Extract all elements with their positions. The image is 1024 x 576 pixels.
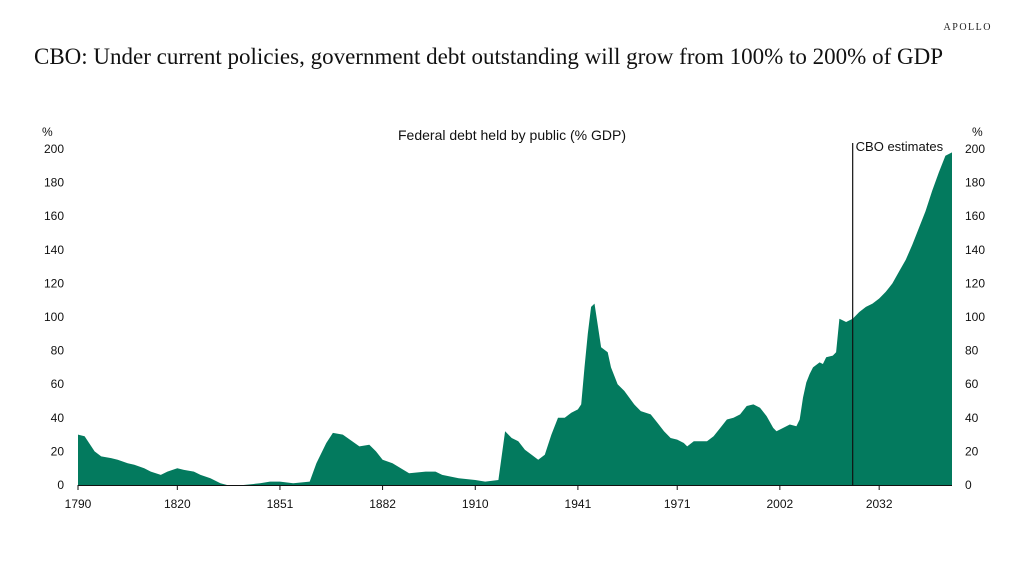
y-right-tick-label: 160 [965, 209, 985, 223]
y-axis-left-unit: % [42, 125, 53, 139]
x-tick-label: 1941 [565, 497, 592, 511]
y-right-tick-label: 20 [965, 444, 979, 458]
brand-logo: APOLLO [943, 22, 992, 33]
y-left-tick-label: 40 [51, 411, 65, 425]
y-right-tick-label: 80 [965, 344, 979, 358]
x-tick-label: 2002 [766, 497, 793, 511]
y-left-tick-label: 160 [44, 209, 64, 223]
chart-title: Federal debt held by public (% GDP) [398, 127, 626, 143]
y-left-tick-label: 0 [57, 478, 64, 492]
x-tick-label: 1882 [369, 497, 396, 511]
y-left-tick-label: 140 [44, 243, 64, 257]
y-axis-left-ticks: 0 20 40 60 80 100 120 140 160 180 200 [44, 142, 64, 492]
y-left-tick-label: 60 [51, 377, 65, 391]
y-left-tick-label: 100 [44, 310, 64, 324]
y-left-tick-label: 80 [51, 344, 65, 358]
y-left-tick-label: 20 [51, 444, 65, 458]
headline: CBO: Under current policies, government … [34, 44, 943, 69]
x-axis-ticks: 1790 1820 1851 1882 1910 1941 1971 2002 2032 [65, 485, 893, 511]
y-right-tick-label: 200 [965, 142, 985, 156]
x-tick-label: 2032 [866, 497, 893, 511]
y-right-tick-label: 120 [965, 276, 985, 290]
x-tick-label: 1790 [65, 497, 92, 511]
y-right-tick-label: 100 [965, 310, 985, 324]
y-left-tick-label: 120 [44, 276, 64, 290]
y-right-tick-label: 140 [965, 243, 985, 257]
x-tick-label: 1971 [664, 497, 691, 511]
y-axis-right-unit: % [972, 125, 983, 139]
y-right-tick-label: 60 [965, 377, 979, 391]
debt-area-series [78, 152, 952, 485]
y-left-tick-label: 200 [44, 142, 64, 156]
y-left-tick-label: 180 [44, 176, 64, 190]
y-right-tick-label: 40 [965, 411, 979, 425]
y-axis-right-ticks: 0 20 40 60 80 100 120 140 160 180 200 [965, 142, 985, 492]
x-tick-label: 1820 [164, 497, 191, 511]
y-right-tick-label: 0 [965, 478, 972, 492]
x-tick-label: 1851 [267, 497, 294, 511]
cbo-estimate-label: CBO estimates [856, 139, 944, 154]
y-right-tick-label: 180 [965, 176, 985, 190]
x-tick-label: 1910 [462, 497, 489, 511]
